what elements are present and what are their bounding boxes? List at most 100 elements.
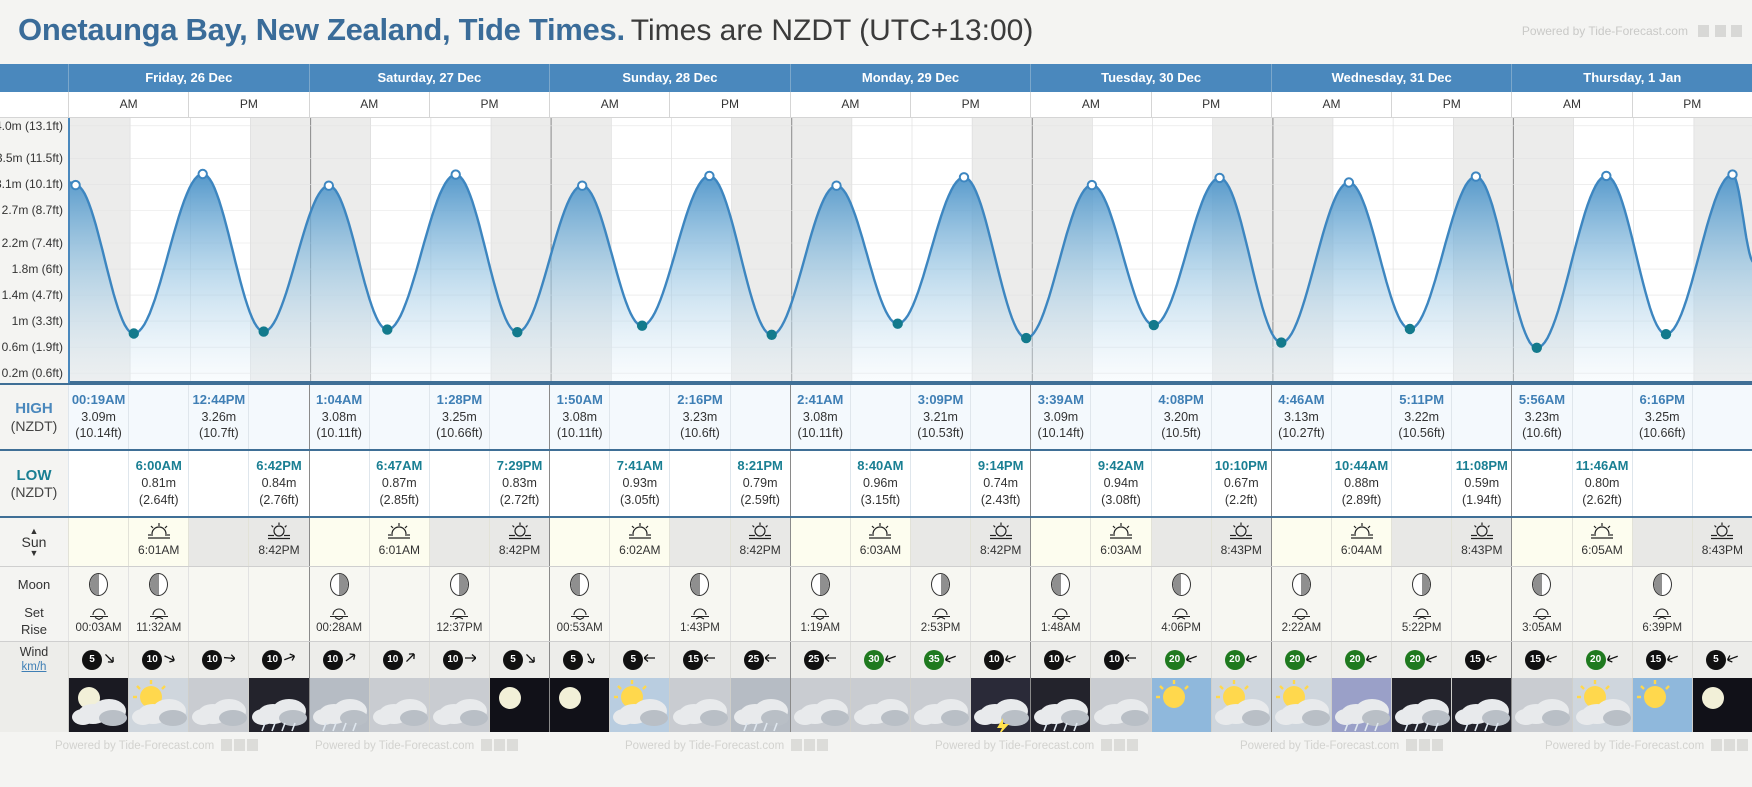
moon-phase-cell-2 [188,566,249,603]
low-tide-height-m: 0.74m [983,475,1019,490]
wind-cell-11: 25 [729,641,790,678]
moon-event-time: 2:53PM [920,621,961,634]
footer-watermark-0: Powered by Tide-Forecast.com [55,738,259,752]
low-tide-height-m: 0.93m [622,475,658,490]
low-tide-height-m: 0.84m [261,475,297,490]
flag-icon [507,738,519,751]
high-tide-height-m: 3.23m [1524,409,1560,424]
low-tide-cell-4 [308,451,369,516]
low-tide-cell-22 [1391,451,1452,516]
weather-icon-night-clear [549,677,610,732]
moonrise-icon [1152,605,1211,622]
low-tide-cell-20 [1270,451,1331,516]
high-tide-height-m: 3.22m [1404,409,1440,424]
wind-speed-badge: 20 [1164,649,1185,670]
high-tide-cell-4: 1:04AM 3.08m (10.11ft) [308,385,369,450]
low-tide-cell-24 [1511,451,1572,516]
sunset-icon [1212,522,1271,542]
arrow-down-icon: ▼ [29,547,39,558]
footer-watermark-1: Powered by Tide-Forecast.com [315,738,519,752]
low-tide-height-ft: (2.85ft) [379,492,420,507]
wind-cell-13: 30 [849,641,910,678]
high-tide-cell-13 [849,385,910,450]
low-tide-time: 11:08PM [1455,458,1508,474]
wind-direction-arrow-icon [223,652,236,667]
flag-icon [221,738,233,751]
weather-icon-rain-night [1451,677,1512,732]
high-tide-cell-18: 4:08PM 3.20m (10.5ft) [1150,385,1211,450]
wind-cell-23: 15 [1451,641,1511,678]
high-tide-height-ft: (10.5ft) [1161,426,1201,441]
moon-phase-cell-5 [368,566,429,603]
wind-speed-badge: 10 [442,649,463,670]
wind-unit-link[interactable]: km/h [21,661,47,674]
sunrise-icon [1332,522,1391,542]
moon-phase-icon [810,573,830,597]
sun-time: 8:43PM [1220,542,1262,557]
low-tide-height-ft: (2.72ft) [499,492,540,507]
low-tide-time: 9:14PM [977,458,1024,474]
low-tide-cell-17: 9:42AM 0.94m (3.08ft) [1090,451,1151,516]
ampm-pm-6: PM [1391,92,1511,117]
high-tide-cell-7 [488,385,550,450]
flag-icon [791,738,803,751]
sunrise-icon [129,522,188,542]
sun-time: 6:05AM [1581,542,1623,557]
footer-flag-icons [1709,738,1749,752]
high-tide-height-m: 3.25m [442,409,477,424]
moon-event-time: 1:19AM [800,621,841,634]
sun-cell-27: 8:43PM [1691,517,1752,566]
footer-watermark-text: Powered by Tide-Forecast.com [315,739,475,752]
flag-icon [804,738,816,751]
sun-cell-4 [308,517,369,566]
low-tide-height-m: 0.88m [1344,475,1379,490]
weather-icon-cloudy [909,677,971,732]
high-tide-cell-26: 6:16PM 3.25m (10.66ft) [1631,385,1692,450]
wind-speed-badge: 10 [142,649,163,670]
moon-row-label: Moon [0,566,68,603]
flag-icon [1698,25,1710,37]
moon-phase-icon [1051,573,1071,597]
moon-event-cell-10: 1:43PM [669,602,730,641]
sun-time: 6:03AM [859,542,902,557]
y-axis-tick-5: 1.8m (6ft) [11,262,63,277]
ampm-am-1: AM [68,92,188,117]
high-tide-height-ft: (10.11ft) [797,426,844,441]
high-tide-cell-11 [729,385,790,450]
day-header-4: Monday, 29 Dec [789,64,1031,92]
tide-chart: 4.0m (13.1ft) 3.5m (11.5ft) 3.1m (10.1ft) 2… [0,118,1752,383]
high-tide-label-main: HIGH [15,400,53,418]
low-tide-label-main: LOW [16,466,52,484]
flag-icon [247,738,259,751]
moon-shadow [150,574,159,596]
day-header-7: Thursday, 1 Jan [1511,64,1752,92]
wind-speed-badge: 20 [1585,649,1606,670]
wind-direction-arrow-icon [1425,652,1438,667]
sun-cell-12 [789,517,850,566]
sun-time: 8:42PM [498,542,541,557]
high-tide-cell-27 [1691,385,1752,450]
wind-cell-15: 10 [970,641,1030,678]
moon-event-cell-6: 12:37PM [428,602,489,641]
wind-direction-arrow-icon [524,652,536,667]
low-tide-height-m: 0.87m [381,475,417,490]
high-tide-time: 12:44PM [192,392,246,407]
moon-event-cell-25 [1571,602,1632,641]
moon-event-cell-18: 4:06PM [1150,602,1211,641]
wind-direction-arrow-icon [163,652,176,667]
wind-direction-arrow-icon [464,652,477,667]
moon-phase-row: Moon [0,565,1752,603]
footer-watermark-text: Powered by Tide-Forecast.com [1240,739,1400,752]
low-tide-cell-26 [1631,451,1692,516]
high-tide-cell-3 [248,385,309,450]
moon-event-cell-15 [970,602,1031,641]
moonset-icon [1272,605,1331,622]
moon-phase-cell-14 [909,566,971,603]
moon-phase-cell-19 [1210,566,1271,603]
wind-direction-arrow-icon [1245,652,1258,667]
weather-icon-storm-night [970,677,1031,732]
sun-time: 6:01AM [138,542,180,557]
low-tide-cell-14 [909,451,971,516]
day-header-1: Friday, 26 Dec [68,64,309,92]
moon-rise-label: Rise [20,621,47,637]
